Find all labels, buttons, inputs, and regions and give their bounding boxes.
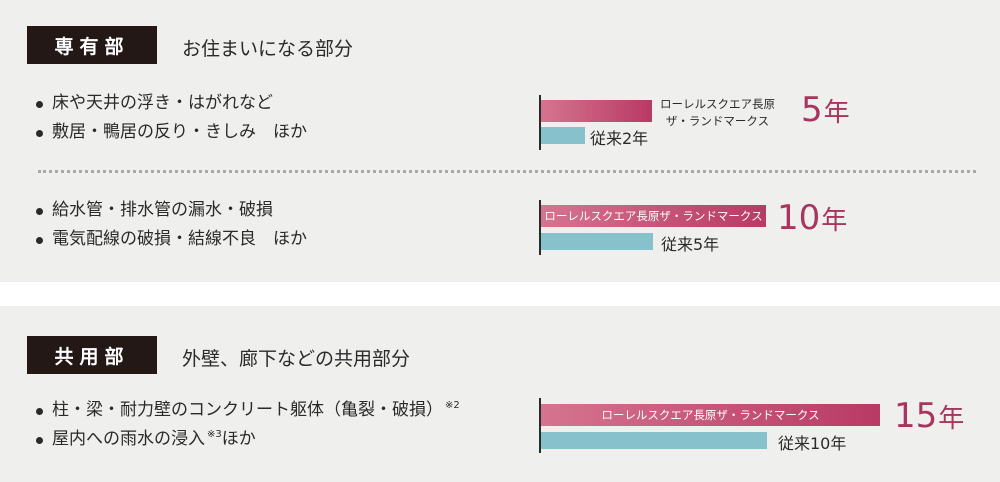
- years-number: 15: [894, 396, 938, 436]
- bullet-list-group2: 給水管・排水管の漏水・破損 電気配線の破損・結線不良 ほか: [34, 196, 307, 254]
- brand-name-line1: ローレルスクエア長原: [660, 97, 775, 111]
- chart-axis: [539, 200, 541, 255]
- list-item: 床や天井の浮き・はがれなど: [34, 89, 307, 118]
- conventional-bar: [541, 233, 653, 250]
- section-common-area: 共用部 外壁、廊下などの共用部分 柱・梁・耐力壁のコンクリート躯体（亀裂・破損）…: [0, 306, 1000, 482]
- chart-axis: [539, 398, 541, 453]
- brand-name-line2: ザ・ランドマークス: [665, 114, 770, 128]
- warranty-years: 15 年: [894, 396, 964, 436]
- years-unit: 年: [938, 404, 965, 434]
- conventional-label: 従来2年: [590, 129, 649, 148]
- list-item: 敷居・鴨居の反り・きしみ ほか: [34, 118, 307, 147]
- footnote-mark: ※3: [207, 429, 222, 441]
- warranty-years: 10 年: [777, 198, 847, 238]
- brand-bar: ローレルスクエア長原ザ・ランドマークス: [541, 404, 880, 426]
- footnote-mark: ※2: [445, 400, 460, 412]
- years-number: 5: [801, 90, 823, 130]
- list-item-text: 柱・梁・耐力壁のコンクリート躯体（亀裂・破損）: [52, 400, 443, 420]
- conventional-label: 従来10年: [778, 434, 847, 453]
- conventional-bar: [541, 127, 585, 144]
- bullet-list-group1: 床や天井の浮き・はがれなど 敷居・鴨居の反り・きしみ ほか: [34, 89, 307, 147]
- years-unit: 年: [821, 206, 848, 236]
- years-unit: 年: [823, 98, 850, 128]
- list-item: 柱・梁・耐力壁のコンクリート躯体（亀裂・破損） ※2: [34, 396, 460, 425]
- list-item: 給水管・排水管の漏水・破損: [34, 196, 307, 225]
- list-item: 電気配線の破損・結線不良 ほか: [34, 225, 307, 254]
- section-tag-common: 共用部: [27, 336, 157, 374]
- conventional-bar: [541, 432, 767, 449]
- section-heading-common: 外壁、廊下などの共用部分: [182, 348, 411, 370]
- chart-axis: [539, 95, 541, 150]
- list-item: 屋内への雨水の浸入 ※3ほか: [34, 425, 460, 454]
- brand-bar: [541, 100, 652, 122]
- dotted-divider: [38, 170, 976, 173]
- bullet-list-common: 柱・梁・耐力壁のコンクリート躯体（亀裂・破損） ※2 屋内への雨水の浸入 ※3ほか: [34, 396, 460, 454]
- brand-name-label: ローレルスクエア長原 ザ・ランドマークス: [660, 96, 775, 130]
- list-item-suffix: ほか: [221, 429, 256, 449]
- warranty-years: 5 年: [801, 90, 850, 130]
- list-item-text: 屋内への雨水の浸入: [52, 429, 205, 449]
- section-private-area: 専有部 お住まいになる部分 床や天井の浮き・はがれなど 敷居・鴨居の反り・きしみ…: [0, 0, 1000, 282]
- section-heading-private: お住まいになる部分: [182, 38, 354, 60]
- brand-bar: ローレルスクエア長原ザ・ランドマークス: [541, 205, 766, 227]
- years-number: 10: [777, 198, 821, 238]
- section-tag-private: 専有部: [27, 26, 157, 64]
- conventional-label: 従来5年: [661, 235, 720, 254]
